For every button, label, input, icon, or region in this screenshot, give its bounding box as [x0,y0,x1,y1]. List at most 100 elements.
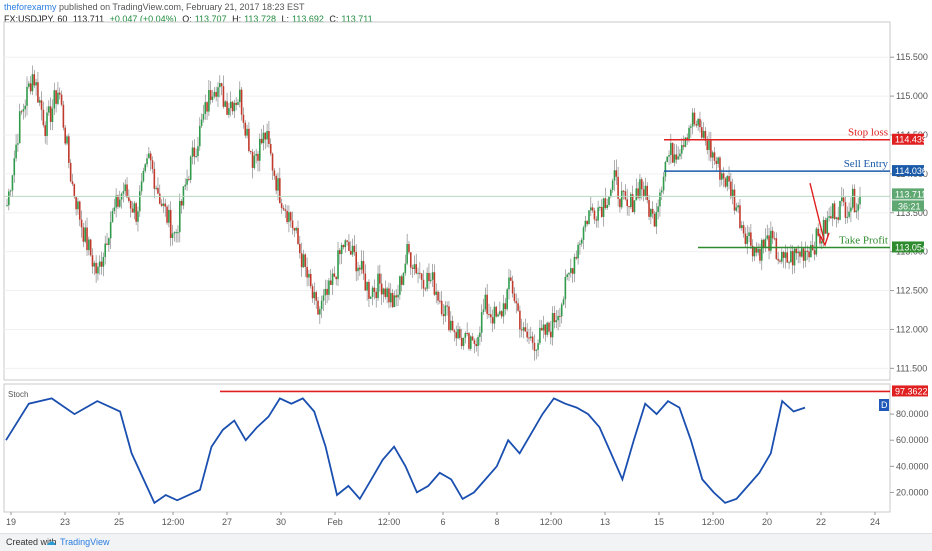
candle [637,188,639,198]
publish-info: theforexarmy published on TradingView.co… [4,2,305,12]
candle [309,273,312,287]
candle [717,157,719,164]
candle [710,140,712,158]
candle [822,219,825,242]
candle [195,156,197,158]
candle [404,263,407,274]
candle [215,91,217,97]
footer: Created with ☁ TradingView [0,533,932,551]
candle [415,264,418,274]
candle [566,274,568,277]
candle [128,197,130,201]
stoch-y-tick-label: 60.0000 [896,435,929,445]
candle [713,152,716,161]
candle [502,303,505,317]
close-label: C: [329,14,339,24]
candle [148,153,150,159]
candle [555,320,558,323]
candle [246,128,248,136]
countdown-tag [892,200,924,212]
candle [13,158,16,176]
candle [466,332,468,334]
candle [168,209,170,223]
candle [575,256,578,259]
candle [58,92,61,95]
forecast-arrow [809,183,825,241]
candle [824,219,827,234]
candle [328,280,330,295]
candle [548,322,550,332]
candle [780,252,783,262]
candle [104,243,107,257]
candle [491,317,494,324]
candle [544,324,547,335]
candle [633,200,636,213]
candle [28,83,30,87]
candle [788,262,790,264]
candle [233,102,236,112]
candle [686,137,689,140]
candle [237,102,239,105]
candle [753,247,756,257]
candle [611,180,614,190]
candle [557,315,559,321]
candle [362,260,365,274]
candle [584,220,587,228]
candle [791,251,794,266]
candle [71,181,74,185]
candle [348,241,350,251]
take-profit-label: Take Profit [839,234,888,246]
candle [819,235,821,244]
candle [322,295,325,301]
candle [626,199,628,207]
candle [755,247,758,253]
candle [399,276,401,295]
stoch-pane[interactable] [3,383,891,513]
candle [108,238,110,245]
candle [340,245,343,255]
candle [477,336,479,347]
candle [577,244,579,259]
candle [795,248,798,254]
candle [102,256,105,267]
sell-entry-label: Sell Entry [844,158,889,170]
candle [571,268,574,274]
candle [568,272,570,275]
candle [248,128,250,151]
candle [620,190,623,208]
candle [255,153,257,156]
candle [299,243,301,254]
stoch-y-tick-label: 40.0000 [896,461,929,471]
candle [688,127,690,140]
candle [11,175,14,191]
author-link[interactable]: theforexarmy [4,2,57,12]
candle [375,291,378,299]
candle [88,239,90,251]
price-chart[interactable]: 111.500112.000112.500113.000113.500114.0… [0,0,932,533]
candle [766,235,769,239]
candle [129,200,132,209]
candle [460,337,463,347]
candle [610,189,612,197]
candle [162,203,165,206]
candle [118,199,121,207]
candle [539,327,541,344]
candle [429,279,432,282]
candle [613,170,616,181]
candle [353,245,356,253]
candle [138,191,141,212]
candle [251,151,254,168]
stoch-d-badge[interactable] [879,399,889,411]
tradingview-link[interactable]: TradingView [60,537,110,547]
main-pane[interactable] [3,21,891,381]
candle [833,203,836,219]
candle [142,170,145,182]
candle [202,113,205,120]
candle [757,249,759,253]
candle [639,179,641,198]
candle [200,119,203,126]
candle [759,249,761,261]
candle [55,90,57,104]
candle [666,156,669,162]
candle [17,143,19,145]
